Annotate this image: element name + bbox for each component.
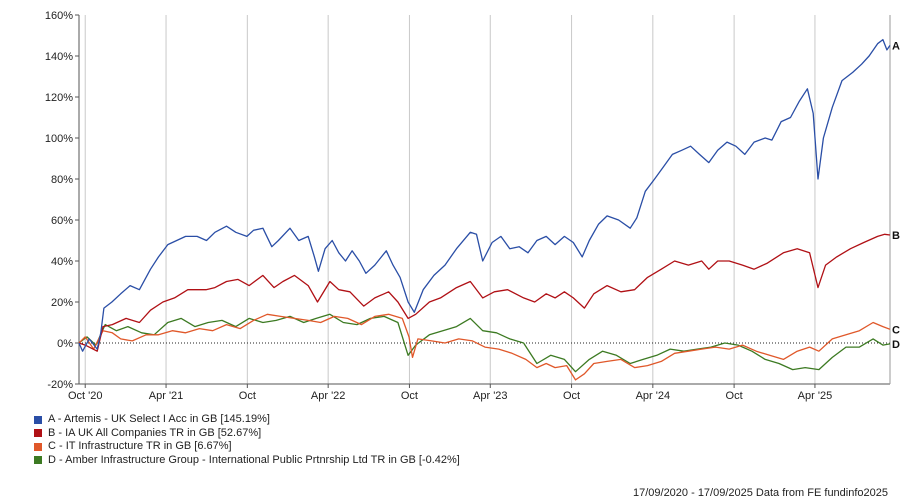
y-tick-label: 100% [45, 133, 73, 145]
x-tick-label: Oct [239, 390, 256, 402]
y-tick-label: -20% [47, 379, 73, 391]
end-label-b: B [892, 230, 900, 242]
x-tick-label: Oct [401, 390, 418, 402]
legend-item-a: A - Artemis - UK Select I Acc in GB [145… [34, 413, 460, 427]
legend-item-d: D - Amber Infrastructure Group - Interna… [34, 454, 460, 468]
y-tick-label: 120% [45, 92, 73, 104]
legend-swatch-d [34, 456, 42, 465]
x-tick-label: Apr '22 [311, 390, 346, 402]
y-tick-label: 140% [45, 51, 73, 63]
x-tick-label: Oct [563, 390, 580, 402]
legend-item-c: C - IT Infrastructure TR in GB [6.67%] [34, 440, 460, 454]
end-label-d: D [892, 339, 900, 351]
end-label-a: A [892, 40, 900, 52]
y-tick-label: 40% [51, 256, 73, 268]
axes: Oct '20 Apr '21 Oct Apr '22 Oct Apr '23 Oct Apr… [45, 10, 891, 402]
series-line-c [78, 313, 891, 381]
x-tick-label: Oct [726, 390, 743, 402]
x-tick-label: Apr '23 [473, 390, 508, 402]
legend-item-b: B - IA UK All Companies TR in GB [52.67%… [34, 427, 460, 441]
y-tick-label: 0% [57, 338, 73, 350]
legend-label-a: A - Artemis - UK Select I Acc in GB [145… [48, 413, 270, 425]
y-tick-label: 160% [45, 10, 73, 22]
x-tick-label: Apr '21 [149, 390, 184, 402]
legend-swatch-c [34, 442, 42, 451]
y-tick-label: 60% [51, 215, 73, 227]
series-line-b [78, 233, 891, 352]
end-labels: A B CD [892, 40, 900, 351]
legend-label-b: B - IA UK All Companies TR in GB [52.67%… [48, 426, 262, 439]
y-tick-label: 20% [51, 297, 73, 309]
data-source-footer: 17/09/2020 - 17/09/2025 Data from FE fun… [632, 487, 888, 499]
x-tick-label: Apr '24 [636, 390, 671, 402]
legend-swatch-a [34, 415, 42, 424]
x-tick-label: Oct '20 [68, 390, 103, 402]
legend-label-c: C - IT Infrastructure TR in GB [6.67%] [48, 440, 232, 452]
series-line-a [78, 38, 891, 352]
grid-lines [84, 15, 816, 384]
series-lines [78, 38, 891, 381]
legend-swatch-b [34, 429, 42, 438]
end-label-c: C [892, 324, 900, 336]
legend-label-d: D - Amber Infrastructure Group - Interna… [48, 453, 460, 466]
y-tick-label: 80% [51, 174, 73, 186]
line-chart: Oct '20 Apr '21 Oct Apr '22 Oct Apr '23 Oct Apr… [45, 10, 900, 402]
x-tick-label: Apr '25 [798, 390, 833, 402]
series-line-d [78, 313, 891, 373]
legend: A - Artemis - UK Select I Acc in GB [145… [34, 413, 460, 467]
